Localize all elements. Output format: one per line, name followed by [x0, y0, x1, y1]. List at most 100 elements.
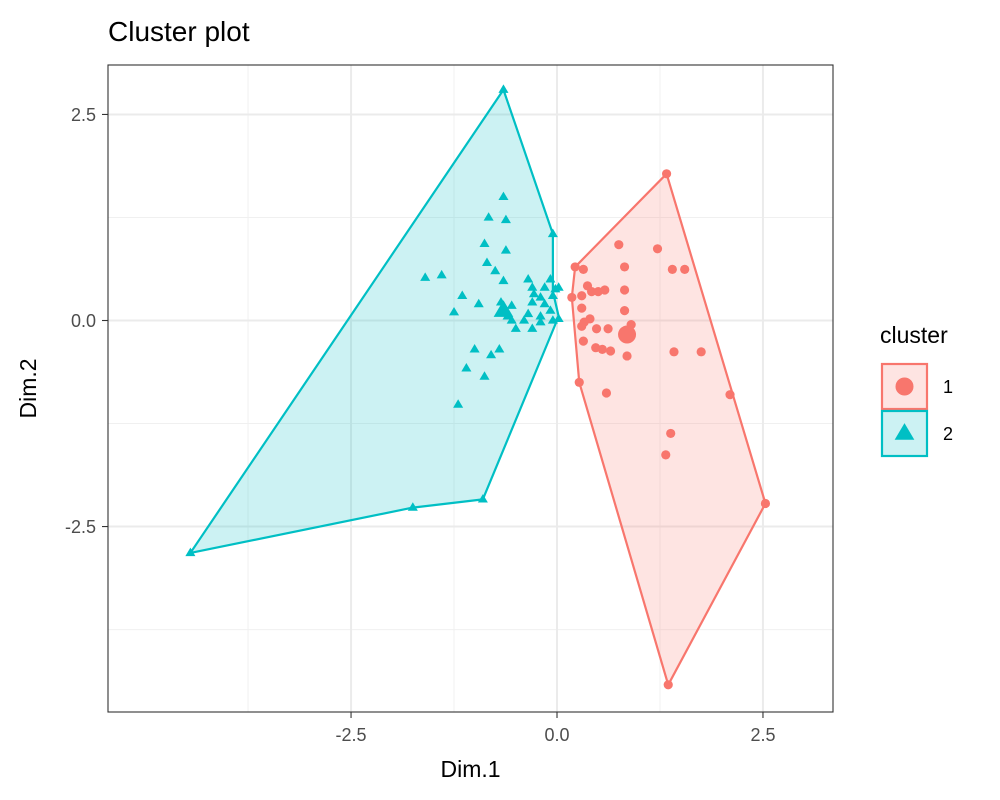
- cluster-2-point: [473, 298, 484, 308]
- cluster-2-point: [479, 238, 490, 248]
- cluster-2-point: [527, 282, 538, 291]
- cluster-1-point: [614, 240, 624, 250]
- legend-label-1: 1: [943, 377, 953, 397]
- x-tick-label: -2.5: [336, 725, 367, 745]
- cluster-1-point: [587, 287, 597, 297]
- cluster-2-point: [420, 272, 431, 281]
- cluster-2-point: [553, 282, 564, 291]
- y-tick-label: 2.5: [71, 105, 96, 125]
- cluster-1-point: [663, 680, 673, 690]
- cluster-2-point: [523, 308, 534, 318]
- grid: [108, 65, 833, 712]
- cluster-2-point: [519, 315, 530, 324]
- y-tick-label: 0.0: [71, 311, 96, 331]
- cluster-2-point: [498, 275, 509, 285]
- cluster-2-point: [506, 315, 517, 324]
- cluster-2-point: [547, 315, 558, 324]
- cluster-1-point: [661, 169, 672, 179]
- cluster-2-point: [486, 349, 497, 359]
- cluster-1-point: [574, 377, 584, 387]
- cluster-2-point: [523, 274, 534, 283]
- cluster-1-point: [578, 336, 588, 346]
- legend: cluster 1 2: [880, 322, 953, 458]
- cluster-2-point: [448, 306, 460, 316]
- cluster-2-point: [547, 290, 558, 299]
- legend-title: cluster: [880, 322, 948, 348]
- cluster-1-point: [680, 264, 690, 275]
- cluster-2-point: [506, 300, 517, 309]
- cluster-1-point: [666, 428, 676, 439]
- cluster-2-point: [535, 311, 546, 320]
- legend-symbol-1: [895, 377, 914, 396]
- cluster-2-point: [457, 290, 468, 299]
- cluster-1-center: [618, 325, 637, 344]
- plot-border: [107, 64, 834, 713]
- cluster-1-point: [605, 346, 616, 356]
- cluster-1-point: [603, 324, 613, 334]
- cluster-2-point: [547, 228, 558, 238]
- cluster-2-point: [483, 212, 494, 221]
- cluster-2-point: [481, 257, 493, 266]
- cluster-1-point: [622, 351, 632, 361]
- x-tick-label: 2.5: [750, 725, 775, 745]
- y-tick-label: -2.5: [65, 517, 96, 537]
- cluster-2-point: [490, 265, 501, 275]
- cluster-hulls: [189, 88, 767, 686]
- cluster-2-point: [185, 547, 196, 557]
- cluster-1-point: [661, 450, 671, 460]
- cluster-1-point: [619, 262, 630, 272]
- axis-ticks: -2.5 0.0 2.5 -2.5 0.0 2.5: [65, 105, 776, 745]
- cluster-2-point: [539, 298, 550, 308]
- cluster-1-point: [591, 324, 602, 334]
- x-axis-title: Dim.1: [440, 756, 500, 782]
- cluster-2-point: [553, 313, 564, 323]
- cluster-1-point: [696, 347, 706, 357]
- cluster-2-center: [493, 300, 514, 317]
- cluster-2-point: [500, 214, 511, 224]
- cluster-2-point: [498, 191, 509, 201]
- cluster-2-point: [535, 316, 546, 326]
- x-tick-label: 0.0: [544, 725, 569, 745]
- cluster-2-point: [453, 399, 464, 408]
- cluster-2-point: [528, 288, 539, 298]
- cluster-2-point: [545, 274, 556, 283]
- cluster-2-point: [510, 323, 521, 332]
- cluster-1-point: [600, 285, 610, 295]
- cluster-1-point: [667, 264, 677, 275]
- y-axis-title: Dim.2: [15, 358, 41, 418]
- cluster-2-point: [479, 371, 490, 380]
- data-points: [185, 84, 771, 690]
- cluster-2-point: [494, 344, 505, 353]
- cluster-2-hull: [189, 88, 560, 555]
- chart-title: Cluster plot: [108, 16, 250, 47]
- cluster-2-point: [539, 282, 550, 291]
- cluster-2-point: [469, 344, 480, 353]
- cluster-2-point: [545, 305, 556, 314]
- cluster-1-point: [619, 285, 630, 295]
- cluster-1-point: [567, 292, 577, 303]
- cluster-1-point: [577, 291, 587, 301]
- cluster-1-point: [652, 244, 663, 254]
- cluster-1-point: [601, 388, 612, 398]
- cluster-1-point: [597, 344, 607, 354]
- legend-label-2: 2: [943, 424, 953, 444]
- cluster-1-point: [578, 264, 588, 275]
- cluster-1-point: [760, 498, 771, 509]
- cluster-2-point: [527, 323, 538, 332]
- cluster-1-point: [577, 303, 587, 313]
- cluster-1-point: [570, 262, 580, 272]
- cluster-2-point: [461, 363, 472, 372]
- cluster-2-point: [535, 292, 546, 301]
- cluster-2-point: [498, 84, 509, 93]
- cluster-2-point: [527, 297, 538, 306]
- cluster-1-point: [577, 321, 587, 331]
- legend-symbol-2: [894, 423, 915, 440]
- cluster-2-point: [500, 245, 511, 254]
- cluster-1-point: [619, 306, 630, 316]
- cluster-2-point: [407, 502, 418, 511]
- cluster-2-point: [436, 269, 447, 279]
- cluster-2-point: [477, 494, 488, 503]
- cluster-1-point: [669, 347, 679, 357]
- cluster-1-point: [725, 390, 735, 400]
